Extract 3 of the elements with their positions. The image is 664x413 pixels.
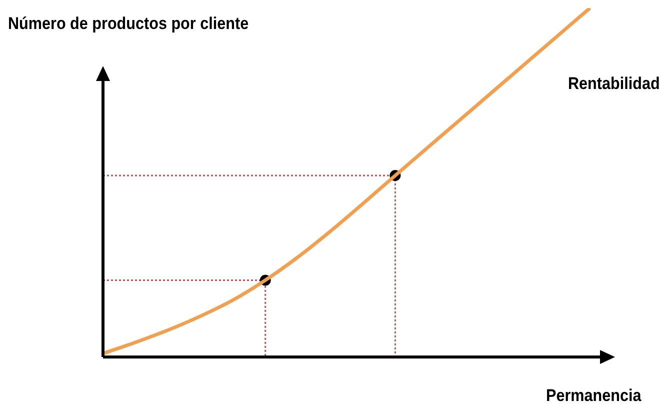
- x-axis-title: Permanencia: [546, 386, 642, 406]
- text: Rentabilidad: [568, 74, 660, 94]
- y-axis-title: Número de productos por cliente: [8, 14, 249, 34]
